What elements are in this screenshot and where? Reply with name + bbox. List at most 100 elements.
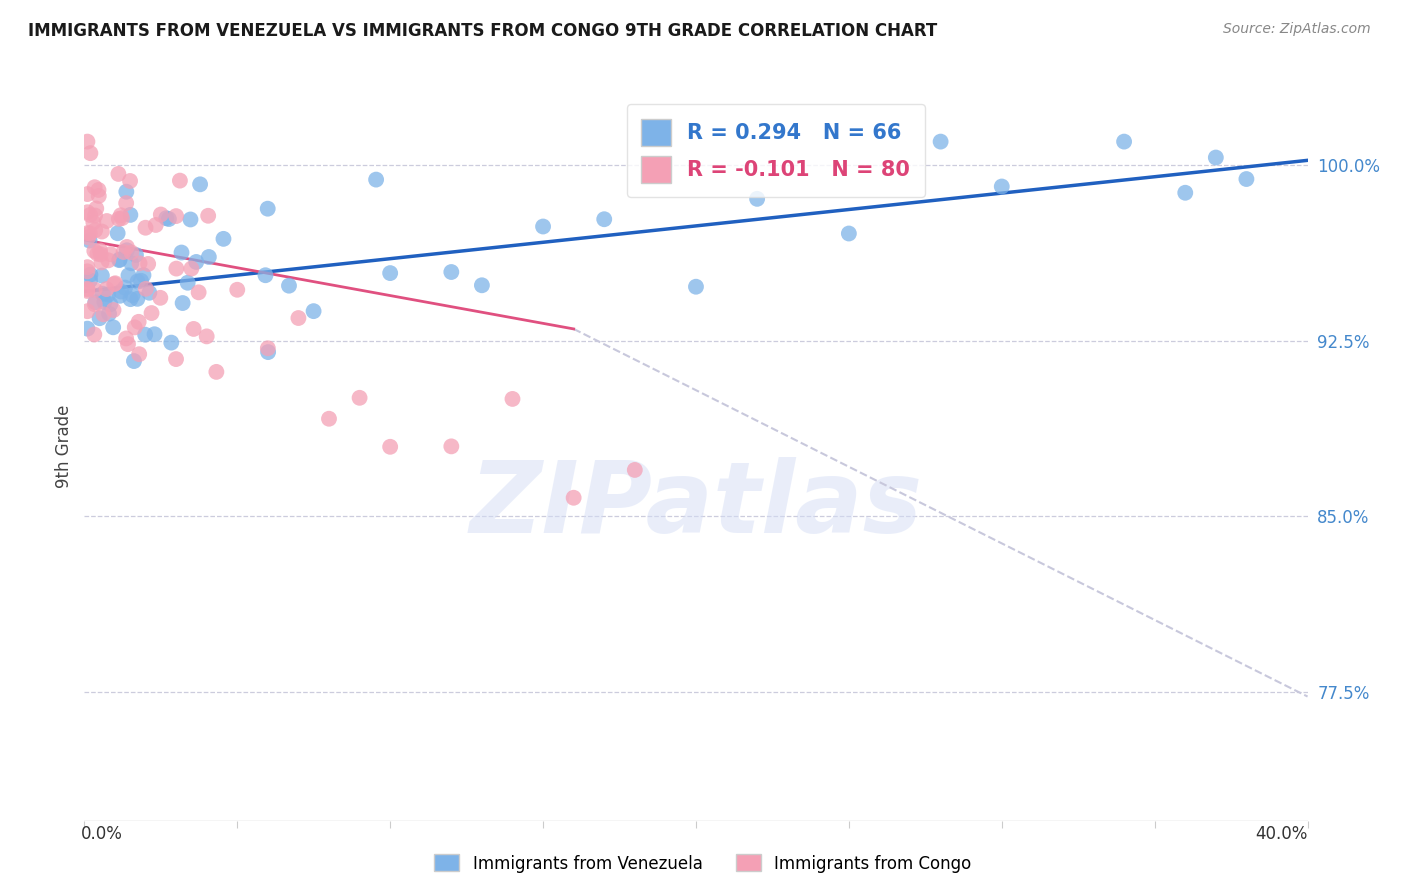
Point xyxy=(160,335,183,350)
Point xyxy=(929,135,952,149)
Point xyxy=(84,223,107,237)
Point xyxy=(187,285,209,300)
Point xyxy=(186,255,208,269)
Point xyxy=(110,208,132,222)
Point xyxy=(124,320,146,334)
Point xyxy=(87,189,110,203)
Point xyxy=(254,268,277,283)
Point xyxy=(149,291,172,305)
Point xyxy=(205,365,228,379)
Point xyxy=(108,253,131,268)
Point xyxy=(165,352,187,367)
Point xyxy=(127,292,149,306)
Point xyxy=(120,174,142,188)
Point xyxy=(107,167,129,181)
Point xyxy=(120,245,142,260)
Point xyxy=(1114,135,1136,149)
Point xyxy=(79,234,101,248)
Point xyxy=(257,345,280,359)
Point xyxy=(134,327,156,342)
Point xyxy=(212,232,235,246)
Point xyxy=(302,304,325,318)
Point xyxy=(157,212,180,227)
Point xyxy=(198,250,221,264)
Point xyxy=(110,285,132,299)
Point xyxy=(114,280,136,294)
Point xyxy=(76,260,98,274)
Text: ZIPatlas: ZIPatlas xyxy=(470,458,922,555)
Point xyxy=(79,208,101,222)
Point xyxy=(87,183,110,197)
Point xyxy=(93,295,115,310)
Point xyxy=(112,244,135,259)
Text: IMMIGRANTS FROM VENEZUELA VS IMMIGRANTS FROM CONGO 9TH GRADE CORRELATION CHART: IMMIGRANTS FROM VENEZUELA VS IMMIGRANTS … xyxy=(28,22,938,40)
Point xyxy=(98,307,121,321)
Point xyxy=(115,196,138,211)
Point xyxy=(318,411,340,425)
Point xyxy=(1205,151,1227,165)
Point xyxy=(76,321,98,335)
Point xyxy=(104,277,127,291)
Text: 0.0%: 0.0% xyxy=(82,825,124,843)
Point xyxy=(278,278,301,293)
Point xyxy=(122,354,145,368)
Point xyxy=(89,311,111,326)
Text: Source: ZipAtlas.com: Source: ZipAtlas.com xyxy=(1223,22,1371,37)
Point xyxy=(129,274,152,288)
Point xyxy=(172,296,194,310)
Point xyxy=(79,268,101,282)
Text: 40.0%: 40.0% xyxy=(1256,825,1308,843)
Point xyxy=(83,327,105,342)
Point xyxy=(76,304,98,318)
Point xyxy=(366,172,388,186)
Point xyxy=(115,331,138,345)
Point xyxy=(226,283,249,297)
Point xyxy=(79,273,101,287)
Point xyxy=(79,227,101,241)
Point xyxy=(256,202,278,216)
Point xyxy=(440,439,463,453)
Legend: R = 0.294   N = 66, R = -0.101   N = 80: R = 0.294 N = 66, R = -0.101 N = 80 xyxy=(627,104,925,197)
Point xyxy=(135,282,157,296)
Point xyxy=(143,327,166,342)
Point xyxy=(593,212,616,227)
Point xyxy=(100,247,122,261)
Point xyxy=(84,202,107,216)
Point xyxy=(90,255,112,269)
Point xyxy=(84,209,107,223)
Point xyxy=(170,245,193,260)
Point xyxy=(103,303,125,318)
Legend: Immigrants from Venezuela, Immigrants from Congo: Immigrants from Venezuela, Immigrants fr… xyxy=(427,847,979,880)
Y-axis label: 9th Grade: 9th Grade xyxy=(55,404,73,488)
Point xyxy=(155,211,177,226)
Point xyxy=(562,491,585,505)
Point xyxy=(96,282,118,296)
Point xyxy=(115,185,138,199)
Point xyxy=(91,286,114,301)
Point xyxy=(183,322,205,336)
Point xyxy=(624,463,647,477)
Point xyxy=(136,257,159,271)
Point xyxy=(125,248,148,262)
Point xyxy=(120,208,142,222)
Point xyxy=(76,187,98,202)
Point xyxy=(76,283,98,297)
Point xyxy=(121,288,143,302)
Point xyxy=(165,261,187,276)
Point xyxy=(108,211,131,226)
Point xyxy=(96,214,118,228)
Point xyxy=(84,295,107,310)
Point xyxy=(117,268,139,283)
Point xyxy=(90,247,112,261)
Point xyxy=(98,297,121,311)
Point xyxy=(685,279,707,293)
Point xyxy=(747,192,769,206)
Point xyxy=(132,268,155,282)
Point xyxy=(120,256,142,270)
Point xyxy=(531,219,554,234)
Point xyxy=(179,212,201,227)
Point xyxy=(141,306,163,320)
Point xyxy=(1174,186,1197,200)
Point xyxy=(97,287,120,301)
Point xyxy=(107,226,129,240)
